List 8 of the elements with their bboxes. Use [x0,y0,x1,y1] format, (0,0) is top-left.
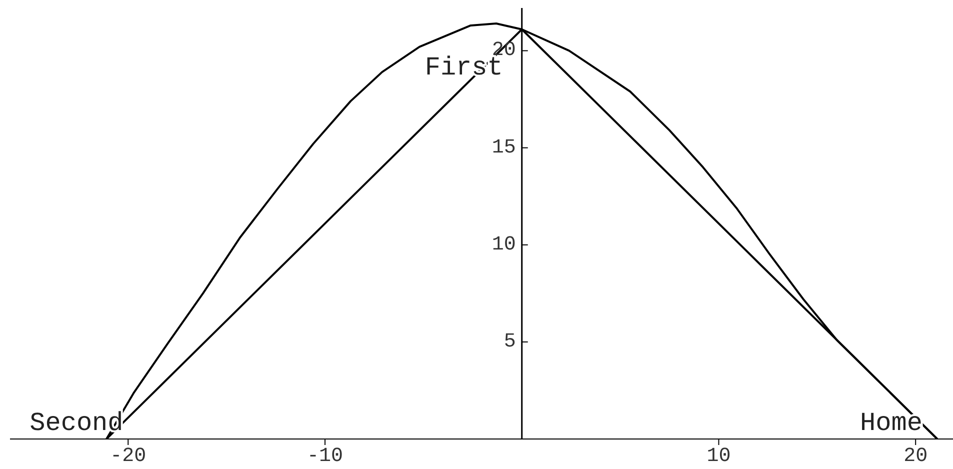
x-tick-label: 20 [904,445,928,468]
x-tick-label: -10 [306,445,343,468]
x-tick-label: 10 [706,445,731,468]
x-tick-label: -20 [110,445,146,468]
y-tick-label: 15 [492,136,516,160]
y-tick-label: 10 [492,233,516,256]
y-tick-label: 5 [504,330,516,354]
annotation: Home [860,408,922,438]
